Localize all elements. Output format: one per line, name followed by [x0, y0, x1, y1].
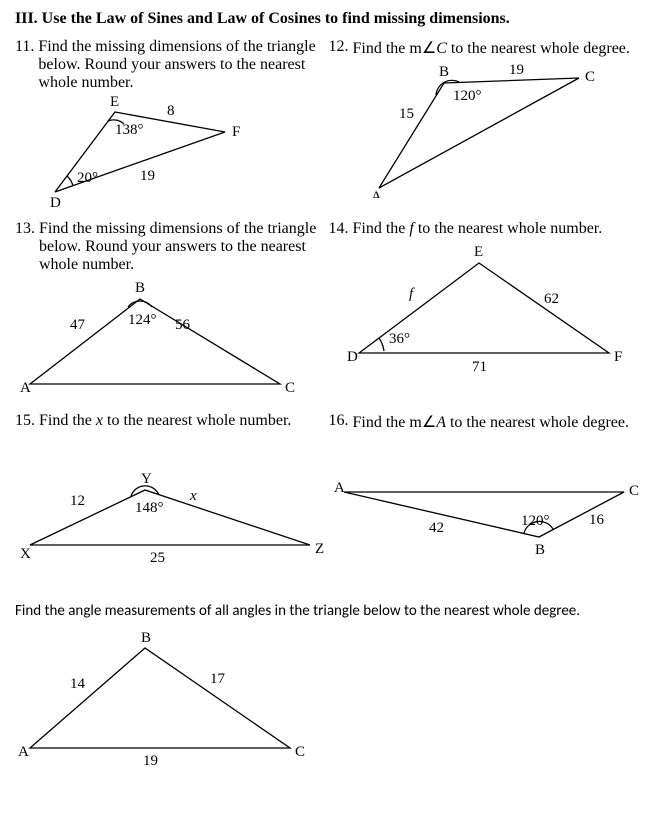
q12-num: 12. — [329, 38, 349, 58]
q15-num: 15. — [15, 412, 35, 430]
q15-triangle: X Y Z 148° 12 x 25 — [15, 430, 325, 570]
q11-num: 11. — [15, 38, 34, 92]
svg-text:f: f — [409, 286, 415, 302]
svg-text:Z: Z — [315, 541, 324, 557]
q14-body: Find the f to the nearest whole number. — [353, 220, 603, 237]
svg-text:B: B — [439, 64, 449, 80]
svg-text:148°: 148° — [135, 500, 164, 516]
svg-text:C: C — [629, 483, 639, 499]
svg-text:19: 19 — [509, 62, 524, 78]
svg-text:B: B — [535, 542, 545, 558]
svg-text:138°: 138° — [115, 122, 144, 138]
svg-text:B: B — [135, 280, 145, 296]
svg-text:C: C — [295, 744, 305, 760]
q17-triangle: A B C 14 17 19 — [15, 628, 315, 768]
svg-text:B: B — [141, 630, 151, 646]
svg-text:15: 15 — [399, 106, 414, 122]
q14-text: 14. Find the f to the nearest whole numb… — [329, 220, 643, 238]
q13-num: 13. — [15, 220, 35, 274]
svg-text:8: 8 — [167, 103, 175, 119]
svg-text:17: 17 — [210, 671, 226, 687]
svg-text:X: X — [20, 546, 31, 562]
q16-body: Find the m∠A to the nearest whole degree… — [353, 414, 630, 431]
svg-text:124°: 124° — [128, 312, 157, 328]
q11-text: 11. Find the missing dimensions of the t… — [15, 38, 329, 92]
svg-text:36°: 36° — [389, 331, 410, 347]
svg-text:A: A — [371, 189, 382, 198]
svg-text:47: 47 — [70, 317, 86, 333]
svg-text:A: A — [18, 744, 29, 760]
svg-text:A: A — [20, 380, 31, 396]
svg-text:56: 56 — [175, 317, 191, 333]
q15-text: 15. Find the x to the nearest whole numb… — [15, 412, 329, 430]
svg-text:14: 14 — [70, 676, 86, 692]
svg-text:62: 62 — [544, 291, 559, 307]
svg-text:x: x — [189, 488, 197, 504]
q16-num: 16. — [329, 412, 349, 432]
svg-text:A: A — [334, 480, 345, 496]
svg-text:C: C — [585, 69, 595, 85]
svg-text:D: D — [347, 349, 358, 365]
svg-text:E: E — [110, 94, 119, 110]
svg-text:20°: 20° — [77, 170, 98, 186]
q12-text: 12. Find the m∠C to the nearest whole de… — [329, 38, 643, 58]
q17-instr: Find the angle measurements of all angle… — [15, 602, 642, 620]
section-title: III. Use the Law of Sines and Law of Cos… — [15, 10, 642, 28]
q11-triangle: D E F 20° 138° D 8 19 — [15, 92, 275, 212]
svg-text:D: D — [50, 195, 61, 211]
svg-text:12: 12 — [70, 493, 85, 509]
svg-text:120°: 120° — [521, 513, 550, 529]
q14-triangle: D E F 36° f 62 71 — [329, 238, 629, 378]
svg-text:71: 71 — [472, 359, 487, 375]
svg-text:19: 19 — [140, 168, 155, 184]
svg-text:25: 25 — [150, 550, 165, 566]
q16-text: 16. Find the m∠A to the nearest whole de… — [329, 412, 643, 432]
svg-text:19: 19 — [143, 753, 158, 768]
svg-text:F: F — [232, 124, 240, 140]
q13-text: 13. Find the missing dimensions of the t… — [15, 220, 329, 274]
q16-triangle: A B C 120° 42 16 — [329, 432, 639, 572]
svg-text:F: F — [614, 349, 622, 365]
q14-num: 14. — [329, 220, 349, 238]
q15-body: Find the x to the nearest whole number. — [39, 412, 291, 429]
svg-text:E: E — [474, 244, 483, 260]
q12-body: Find the m∠C to the nearest whole degree… — [353, 40, 630, 57]
svg-text:120°: 120° — [453, 88, 482, 104]
q12-triangle: A B C 120° 15 19 — [329, 58, 629, 198]
q13-triangle: A B C 124° 47 56 — [15, 274, 315, 404]
svg-text:42: 42 — [429, 520, 444, 536]
svg-text:C: C — [285, 380, 295, 396]
svg-text:Y: Y — [141, 471, 152, 487]
svg-text:16: 16 — [589, 512, 605, 528]
